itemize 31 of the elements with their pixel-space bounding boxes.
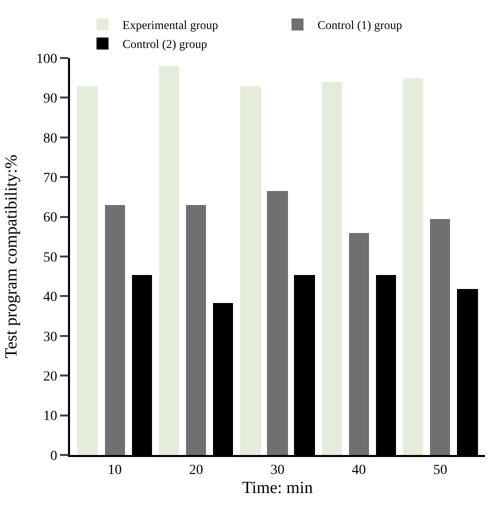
- bar: [322, 82, 342, 455]
- legend-label: Control (2) group: [122, 37, 208, 52]
- x-axis-title: Time: min: [242, 478, 314, 497]
- y-tick-label: 100: [36, 52, 58, 67]
- y-tick-label: 50: [43, 250, 58, 266]
- y-tick-label: 0: [50, 448, 58, 464]
- bar: [267, 191, 288, 455]
- y-tick-label: 20: [43, 370, 58, 384]
- y-tick-label: 70: [43, 171, 58, 186]
- x-tick-label: 30: [270, 462, 284, 478]
- bar: [240, 86, 261, 455]
- bar: [105, 205, 125, 455]
- x-tick-label: 50: [433, 462, 448, 478]
- x-tick-label: 10: [108, 462, 122, 478]
- y-tick-label: 30: [43, 330, 58, 345]
- bar: [77, 86, 98, 455]
- y-tick-label: 40: [43, 290, 58, 306]
- y-tick-label: 90: [43, 92, 58, 107]
- bar: [403, 78, 423, 455]
- bar: [159, 66, 179, 455]
- y-axis-title: Test program compatibility:%: [1, 154, 20, 358]
- x-tick-label: 20: [189, 462, 204, 478]
- legend-label: Control (1) group: [318, 18, 402, 32]
- bar: [430, 219, 450, 455]
- legend-label: Experimental group: [122, 18, 218, 32]
- bar: [186, 205, 206, 455]
- y-tick-label: 60: [43, 210, 58, 226]
- y-tick-label: 80: [43, 131, 58, 146]
- y-tick-label: 10: [43, 409, 58, 424]
- bar: [349, 233, 369, 455]
- x-tick-label: 40: [352, 462, 366, 478]
